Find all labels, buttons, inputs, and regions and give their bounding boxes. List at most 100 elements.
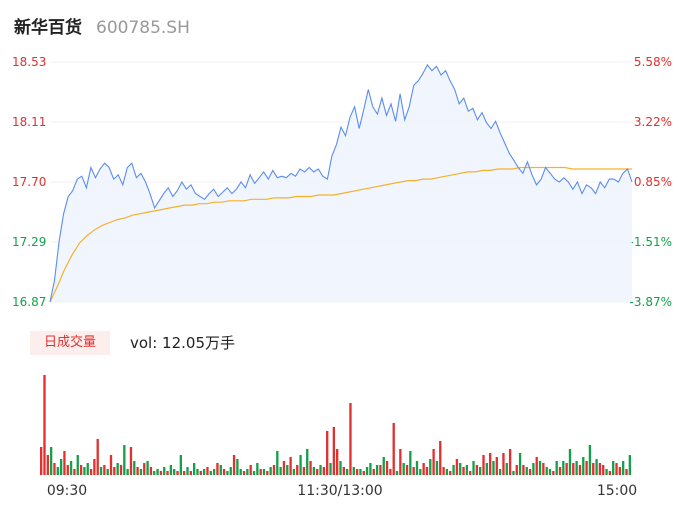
volume-bar (43, 375, 46, 475)
volume-bar (585, 461, 588, 475)
volume-bar (608, 471, 612, 475)
volume-bar (316, 469, 319, 475)
volume-bar (588, 445, 592, 475)
volume-bar (535, 457, 538, 475)
volume-bar (312, 467, 316, 475)
y-tick-right: -1.51% (630, 235, 672, 249)
volume-bar (562, 461, 565, 475)
volume-bar (196, 469, 199, 475)
volume-bar (435, 461, 439, 475)
volume-bar (299, 455, 302, 475)
volume-bar (259, 469, 262, 475)
volume-bar (355, 469, 359, 475)
volume-bar (123, 445, 126, 475)
volume-bar (582, 457, 585, 475)
volume-bar (432, 449, 435, 475)
volume-bar (242, 471, 246, 475)
volume-bar (469, 471, 472, 475)
volume-bar (565, 463, 568, 475)
volume-bar (362, 471, 365, 475)
volume-bar (419, 469, 422, 475)
volume-bar (252, 471, 256, 475)
volume-bar (93, 459, 96, 475)
volume-bar (113, 467, 116, 475)
volume-bar (595, 459, 598, 475)
volume-bar (156, 469, 159, 475)
volume-bar (103, 465, 106, 475)
volume-bar (269, 467, 272, 475)
volume-bar (525, 467, 528, 475)
volume-bar (169, 465, 173, 475)
volume-bar (459, 463, 462, 475)
volume-bar (369, 463, 372, 475)
volume-bar (322, 467, 326, 475)
volume-bar (163, 467, 166, 475)
volume-bar (289, 457, 292, 475)
volume-bar (53, 463, 56, 475)
volume-bar (249, 465, 252, 475)
volume-bar (89, 469, 93, 475)
volume-bar (512, 471, 515, 475)
volume-bar (375, 465, 379, 475)
volume-bar (402, 463, 405, 475)
volume-bar (219, 465, 222, 475)
volume-bar (49, 447, 53, 475)
volume-tag: 日成交量 (30, 331, 110, 355)
y-tick-left: 18.53 (12, 55, 46, 69)
volume-bar (485, 463, 488, 475)
y-tick-right: 3.22% (634, 115, 672, 129)
volume-bar (336, 449, 339, 475)
volume-bar (109, 455, 113, 475)
volume-bar (272, 465, 276, 475)
volume-bar (46, 455, 49, 475)
volume-bar (352, 467, 355, 475)
stock-name: 新华百货 (14, 18, 82, 38)
volume-bar (372, 469, 375, 475)
price-line (49, 63, 633, 303)
y-tick-right: 0.85% (634, 175, 672, 189)
price-area-fill (50, 64, 632, 303)
volume-bar (166, 471, 169, 475)
price-polyline (49, 63, 633, 303)
volume-bar (389, 469, 392, 475)
volume-bar (395, 471, 399, 475)
volume-bar (319, 465, 322, 475)
volume-bar (129, 447, 133, 475)
volume-bar (186, 467, 189, 475)
volume-bar (349, 403, 352, 475)
volume-bar (462, 467, 465, 475)
volume-bar (379, 465, 382, 475)
volume-bar (575, 461, 578, 475)
volume-bar (149, 467, 153, 475)
volume-bar (475, 465, 479, 475)
volume-bar (442, 467, 445, 475)
volume-bar (59, 459, 63, 475)
volume-bar (598, 463, 602, 475)
volume-bar (179, 455, 183, 475)
volume-bar (246, 469, 249, 475)
volume-bar (329, 463, 332, 475)
volume-bar (605, 469, 608, 475)
volume-bar (222, 469, 226, 475)
volume-bar (502, 453, 505, 475)
y-axis-left: 18.53 18.11 17.70 17.29 16.87 (12, 55, 46, 309)
volume-bar (532, 463, 535, 475)
volume-bar (522, 465, 525, 475)
y-axis-right: 5.58% 3.22% 0.85% -1.51% -3.87% (630, 55, 672, 309)
volume-bar (568, 449, 572, 475)
volume-bar (56, 467, 59, 475)
volume-bar (578, 465, 582, 475)
volume-bar (256, 463, 259, 475)
volume-bar (236, 459, 239, 475)
avg-price-polyline (49, 166, 632, 303)
volume-bar (83, 467, 86, 475)
volume-bar (555, 461, 558, 475)
volume-bar (232, 455, 236, 475)
volume-bar (126, 469, 129, 475)
volume-bar (183, 471, 186, 475)
volume-bar (40, 447, 43, 475)
volume-bar (572, 463, 575, 475)
volume-bar (216, 463, 219, 475)
volume-bar (545, 467, 548, 475)
volume-bar (528, 469, 532, 475)
